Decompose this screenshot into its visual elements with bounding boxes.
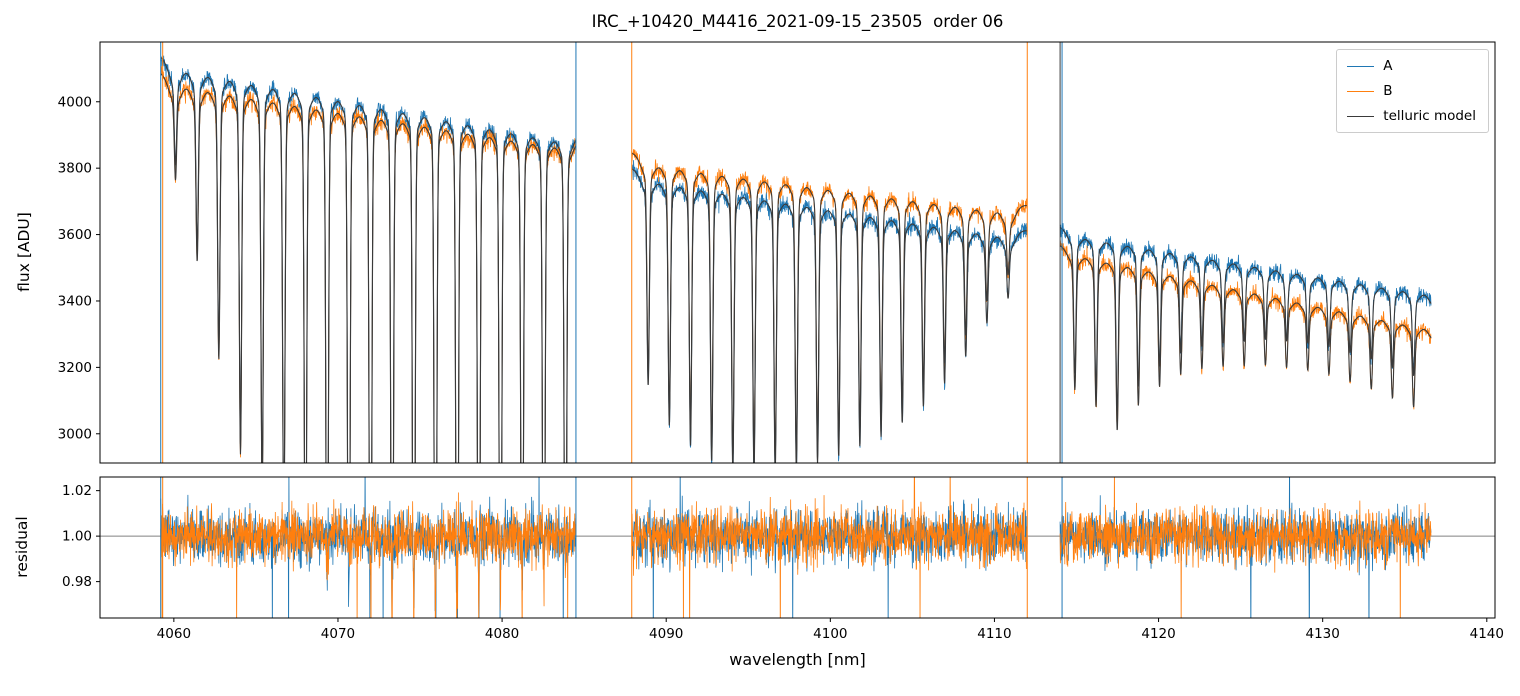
x-tick-label: 4130	[1305, 626, 1339, 642]
residual-B-segment-0	[160, 492, 577, 618]
residual-panel-border	[99, 476, 1496, 619]
residual-y-tick-label: 0.98	[62, 574, 92, 590]
telluric-model-B-segment-2	[1059, 245, 1432, 431]
legend-label-a: A	[1383, 58, 1393, 74]
x-tick-label: 4110	[977, 626, 1011, 642]
legend-line-a-icon	[1347, 65, 1375, 67]
telluric-model-A-segment-1	[631, 168, 1028, 463]
residual-B-segment-2	[1059, 477, 1432, 618]
x-tick-label: 4090	[649, 626, 683, 642]
x-tick-label: 4060	[157, 626, 191, 642]
x-tick-label: 4140	[1470, 626, 1504, 642]
legend-entry-telluric-model: telluric model	[1347, 108, 1476, 124]
legend-line-b-icon	[1347, 90, 1375, 92]
flux-y-tick-label: 3200	[58, 360, 92, 376]
residual-panel-data	[100, 477, 1495, 618]
flux-y-tick-label: 3400	[58, 293, 92, 309]
residual-axis-label: residual	[13, 516, 31, 578]
flux-axis-label: flux [ADU]	[15, 212, 33, 292]
residual-y-tick-label: 1.02	[62, 483, 92, 499]
x-tick-label: 4120	[1141, 626, 1175, 642]
chart-title: IRC_+10420_M4416_2021-09-15_23505 order …	[591, 12, 1004, 31]
legend-label-b: B	[1383, 83, 1393, 99]
flux-y-tick-label: 3800	[58, 161, 92, 177]
flux-panel-data	[160, 42, 1432, 463]
legend-entry-b: B	[1347, 83, 1476, 99]
flux-y-tick-label: 3000	[58, 426, 92, 442]
telluric-model-B-segment-1	[631, 152, 1028, 461]
legend: A B telluric model	[1336, 49, 1489, 133]
legend-label-telluric: telluric model	[1383, 108, 1476, 124]
legend-entry-a: A	[1347, 58, 1476, 74]
flux-panel-border	[99, 41, 1496, 464]
x-tick-label: 4080	[485, 626, 519, 642]
flux-y-tick-label: 3600	[58, 227, 92, 243]
residual-B-segment-1	[631, 477, 1028, 618]
residual-y-tick-label: 1.00	[62, 529, 92, 545]
x-tick-label: 4070	[321, 626, 355, 642]
legend-line-telluric-icon	[1347, 115, 1375, 117]
flux-y-tick-label: 4000	[58, 94, 92, 110]
x-axis-label: wavelength [nm]	[729, 650, 866, 669]
telluric-model-B-segment-0	[160, 73, 577, 463]
series-B-segment-1	[631, 149, 1028, 462]
x-tick-label: 4100	[813, 626, 847, 642]
telluric-model-A-segment-2	[1059, 226, 1432, 413]
